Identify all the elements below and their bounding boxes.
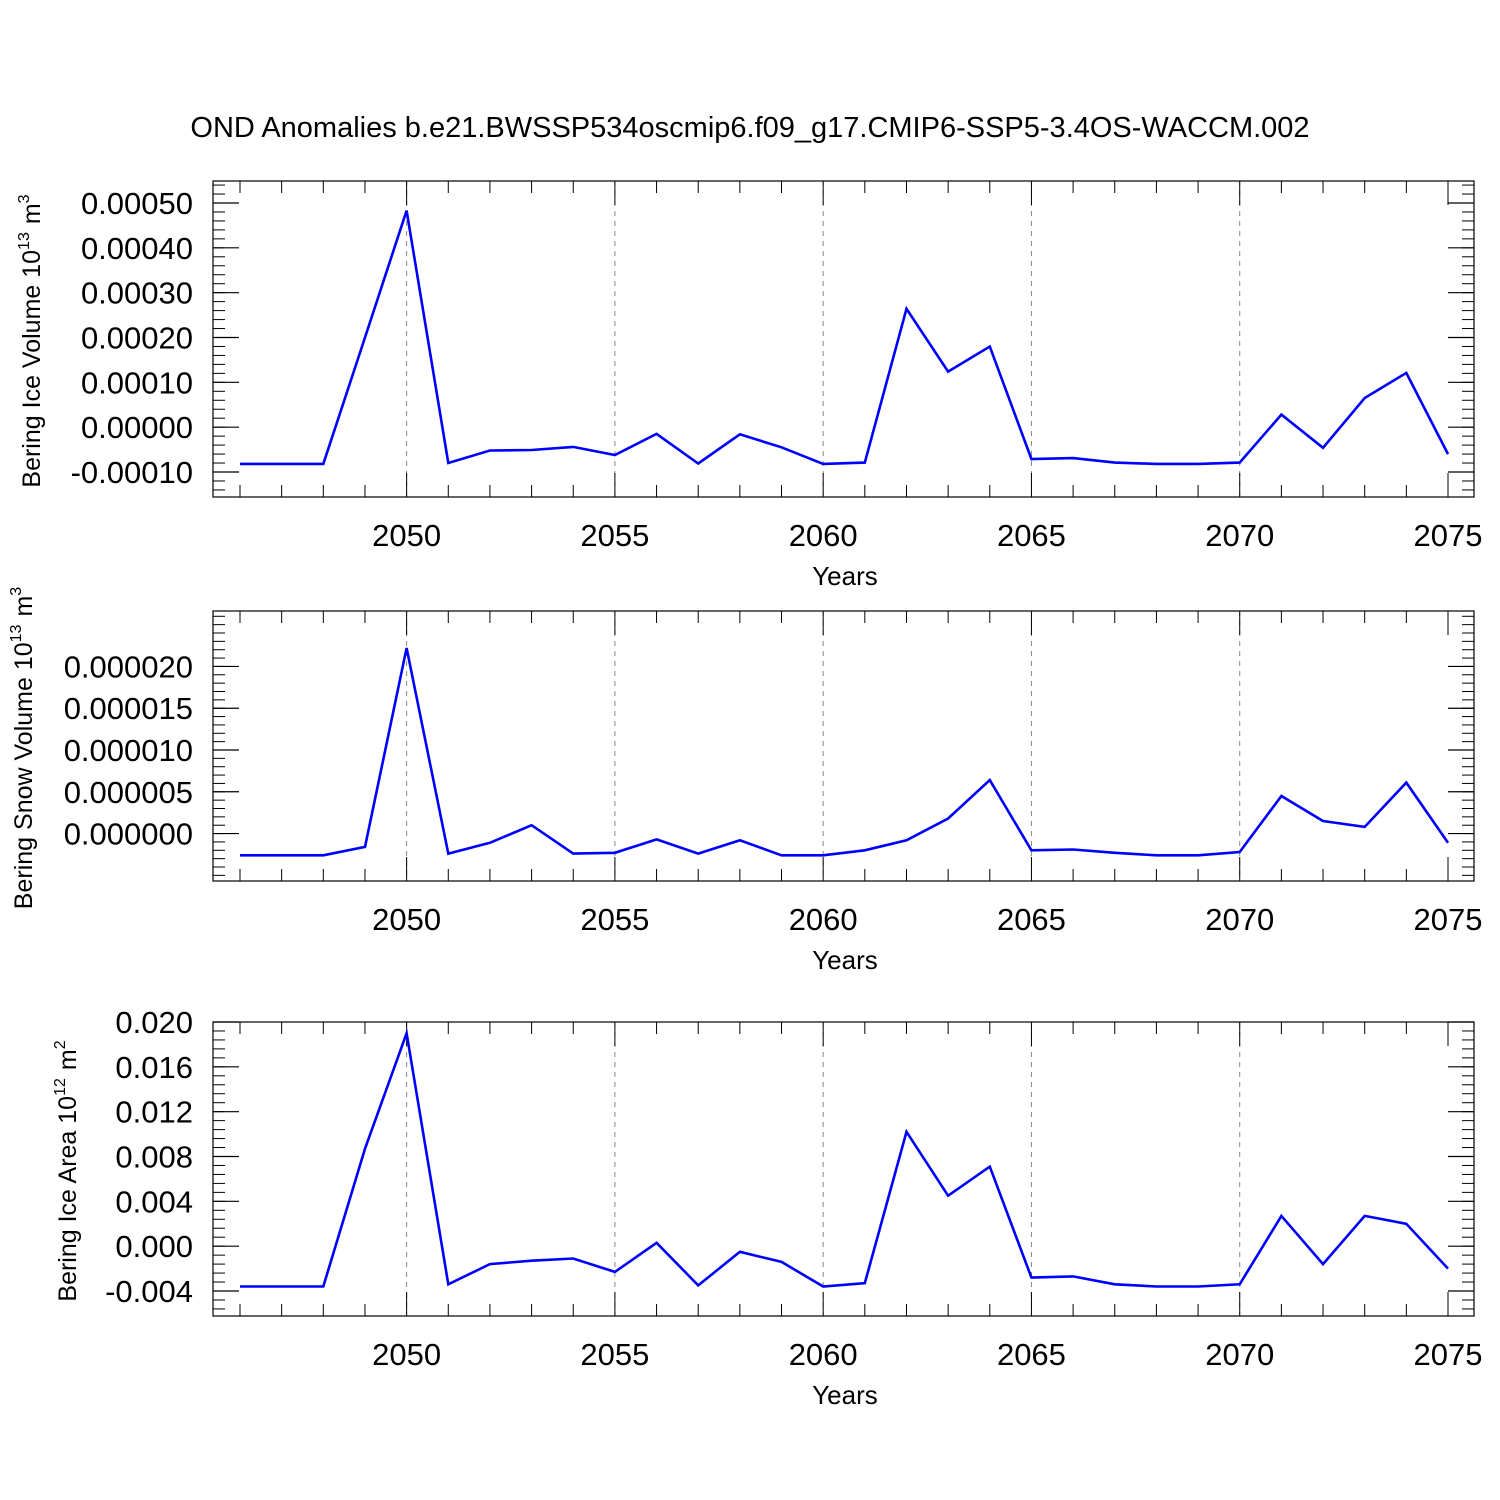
y-tick-label: 0.000000	[64, 817, 193, 852]
plot-frame	[212, 180, 1475, 498]
y-tick-label: 0.000	[115, 1229, 193, 1264]
x-tick-label: 2050	[372, 902, 441, 937]
y-tick-label: 0.00040	[81, 231, 193, 266]
plot-frame	[212, 610, 1475, 882]
figure-title: OND Anomalies b.e21.BWSSP534oscmip6.f09_…	[190, 112, 1310, 144]
y-axis-label-exponent: 13	[8, 624, 25, 642]
x-tick-label: 2075	[1414, 902, 1483, 937]
y-tick-label: 0.00030	[81, 276, 193, 311]
x-tick-label: 2070	[1205, 1337, 1274, 1372]
y-axis-label-unit-exponent: 3	[16, 194, 33, 203]
series-line	[240, 210, 1450, 466]
y-axis-label-text: Bering Ice Volume 10	[18, 250, 46, 488]
y-tick-label: 0.020	[115, 1005, 193, 1040]
x-tick-label: 2055	[580, 518, 649, 553]
y-tick-label: 0.000010	[64, 733, 193, 768]
y-tick-label: 0.00020	[81, 321, 193, 356]
x-tick-label: 2070	[1205, 518, 1274, 553]
x-tick-label: 2065	[997, 902, 1066, 937]
y-tick-label: -0.004	[105, 1274, 193, 1309]
y-axis-label: Bering Ice Volume 1013 m3	[16, 194, 46, 487]
x-tick-label: 2060	[789, 1337, 858, 1372]
chart-panel-3: -0.004 0.000 0.004 0.008 0.012 0.016 0.020 2050…	[52, 1005, 1482, 1410]
y-axis-label-unit: m	[18, 203, 46, 224]
y-axis-label-exponent: 13	[16, 232, 33, 250]
x-tick-label: 2070	[1205, 902, 1274, 937]
x-tick-label: 2060	[789, 518, 858, 553]
y-tick-label: 0.016	[115, 1050, 193, 1085]
y-axis-label-unit: m	[10, 596, 38, 617]
y-tick-label: 0.00000	[81, 410, 193, 445]
x-tick-label: 2060	[789, 902, 858, 937]
y-axis-label-text: Bering Ice Area 10	[54, 1096, 82, 1302]
x-tick-label: 2055	[580, 902, 649, 937]
y-tick-label: 0.008	[115, 1140, 193, 1175]
y-axis-label: Bering Ice Area 1012 m2	[52, 1040, 82, 1301]
y-tick-label: 0.00010	[81, 365, 193, 400]
y-axis-label-unit-exponent: 3	[8, 587, 25, 596]
x-tick-label: 2055	[580, 1337, 649, 1372]
x-tick-label: 2050	[372, 1337, 441, 1372]
y-axis-label: Bering Snow Volume 1013 m3	[8, 587, 38, 909]
x-tick-label: 2050	[372, 518, 441, 553]
y-axis-label-exponent: 12	[52, 1078, 69, 1096]
x-tick-label: 2075	[1414, 518, 1483, 553]
chart-panel-1: -0.00010 0.00000 0.00010 0.00020 0.00030 0.00…	[16, 180, 1483, 591]
y-axis-label-unit-exponent: 2	[52, 1040, 69, 1049]
series-line	[240, 647, 1450, 857]
y-tick-label: -0.00010	[71, 455, 193, 490]
x-axis-label: Years	[812, 1380, 878, 1410]
x-tick-label: 2065	[997, 518, 1066, 553]
series-line	[240, 1028, 1449, 1288]
x-axis-label: Years	[812, 945, 878, 975]
x-tick-label: 2075	[1414, 1337, 1483, 1372]
y-tick-label: 0.012	[115, 1095, 193, 1130]
y-axis-label-text: Bering Snow Volume 10	[10, 642, 38, 909]
y-tick-label: 0.000015	[64, 691, 193, 726]
y-axis-label-unit: m	[54, 1049, 82, 1070]
y-tick-label: 0.000020	[64, 649, 193, 684]
plot-frame	[212, 1021, 1475, 1317]
chart-panel-2: 0.000000 0.000005 0.000010 0.000015 0.000020…	[8, 587, 1482, 975]
y-tick-label: 0.004	[115, 1184, 193, 1219]
y-tick-label: 0.000005	[64, 775, 193, 810]
y-tick-label: 0.00050	[81, 186, 193, 221]
x-axis-label: Years	[812, 561, 878, 591]
x-tick-label: 2065	[997, 1337, 1066, 1372]
